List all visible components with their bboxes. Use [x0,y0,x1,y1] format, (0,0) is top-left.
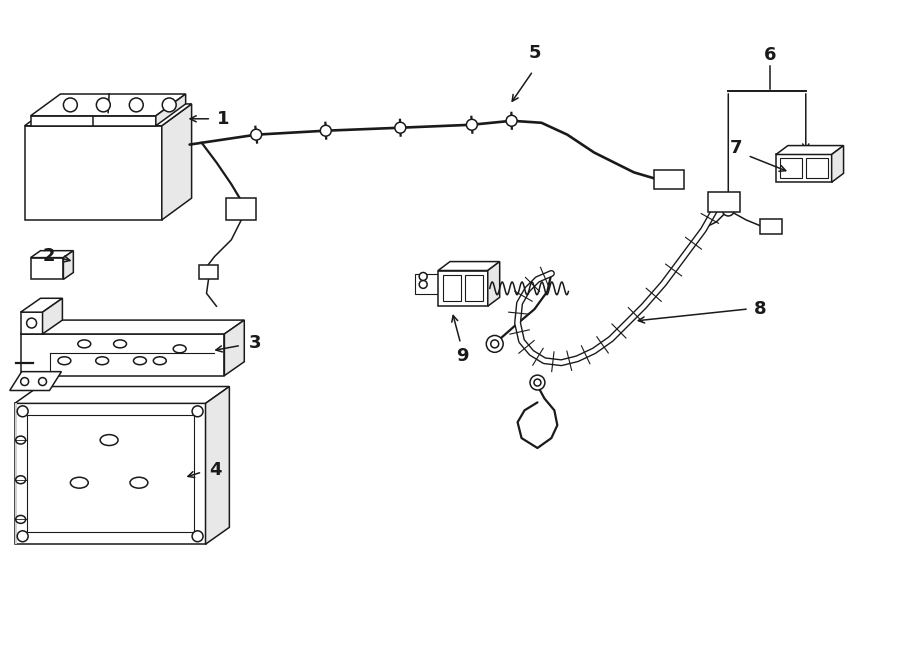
Ellipse shape [173,345,186,353]
Polygon shape [488,262,500,306]
Bar [21,334,224,375]
Polygon shape [14,387,230,403]
Ellipse shape [77,340,91,348]
Bar [776,155,832,182]
Ellipse shape [17,406,28,417]
Ellipse shape [395,122,406,133]
Ellipse shape [96,98,111,112]
Ellipse shape [15,516,25,524]
Bar [653,171,683,189]
Text: 2: 2 [42,247,55,264]
Ellipse shape [95,357,109,365]
Text: 1: 1 [217,110,230,128]
Text: 7: 7 [730,139,742,157]
Bar [780,159,802,178]
Polygon shape [21,320,244,334]
Ellipse shape [530,375,544,390]
Text: 9: 9 [455,347,468,365]
Polygon shape [31,94,185,116]
Ellipse shape [63,98,77,112]
Bar [227,198,256,220]
Polygon shape [42,298,62,334]
Ellipse shape [419,280,428,288]
Bar [465,276,482,301]
Polygon shape [10,371,61,391]
Text: 3: 3 [249,334,262,352]
Polygon shape [224,320,244,375]
Polygon shape [63,251,73,280]
Ellipse shape [70,477,88,488]
Ellipse shape [486,336,503,352]
Ellipse shape [162,98,176,112]
Bar [14,403,205,544]
Text: 6: 6 [764,46,777,64]
Ellipse shape [113,340,127,348]
Ellipse shape [723,204,734,216]
Ellipse shape [130,477,148,488]
Bar [27,415,194,532]
Ellipse shape [15,476,25,484]
Bar [199,264,219,280]
Bar [31,258,63,280]
Ellipse shape [133,357,147,365]
Bar [31,116,156,126]
Polygon shape [205,387,230,544]
Polygon shape [156,94,185,126]
Text: 4: 4 [209,461,221,479]
Ellipse shape [419,272,428,280]
Ellipse shape [466,119,477,130]
Polygon shape [776,145,843,155]
Ellipse shape [27,318,37,328]
Ellipse shape [534,379,541,386]
Polygon shape [21,298,62,312]
Polygon shape [14,403,17,544]
Polygon shape [438,262,500,270]
Bar [443,276,461,301]
Ellipse shape [58,357,71,365]
Bar [21,312,42,334]
Ellipse shape [320,125,331,136]
Bar [760,219,782,234]
Text: 8: 8 [754,300,767,318]
Polygon shape [24,104,192,126]
Ellipse shape [491,340,499,348]
Ellipse shape [39,377,47,385]
Ellipse shape [15,436,25,444]
Polygon shape [31,251,73,258]
Bar [708,192,740,212]
Bar [806,159,828,178]
Ellipse shape [17,531,28,542]
Ellipse shape [192,531,203,542]
Ellipse shape [130,98,143,112]
Ellipse shape [251,129,262,140]
Ellipse shape [153,357,166,365]
Ellipse shape [506,115,518,126]
Polygon shape [832,145,843,182]
Ellipse shape [21,377,29,385]
Bar [438,270,488,306]
Polygon shape [415,274,440,294]
Text: 5: 5 [528,44,541,62]
Polygon shape [162,104,192,220]
Ellipse shape [192,406,203,417]
Bar [24,126,162,220]
Ellipse shape [100,435,118,446]
